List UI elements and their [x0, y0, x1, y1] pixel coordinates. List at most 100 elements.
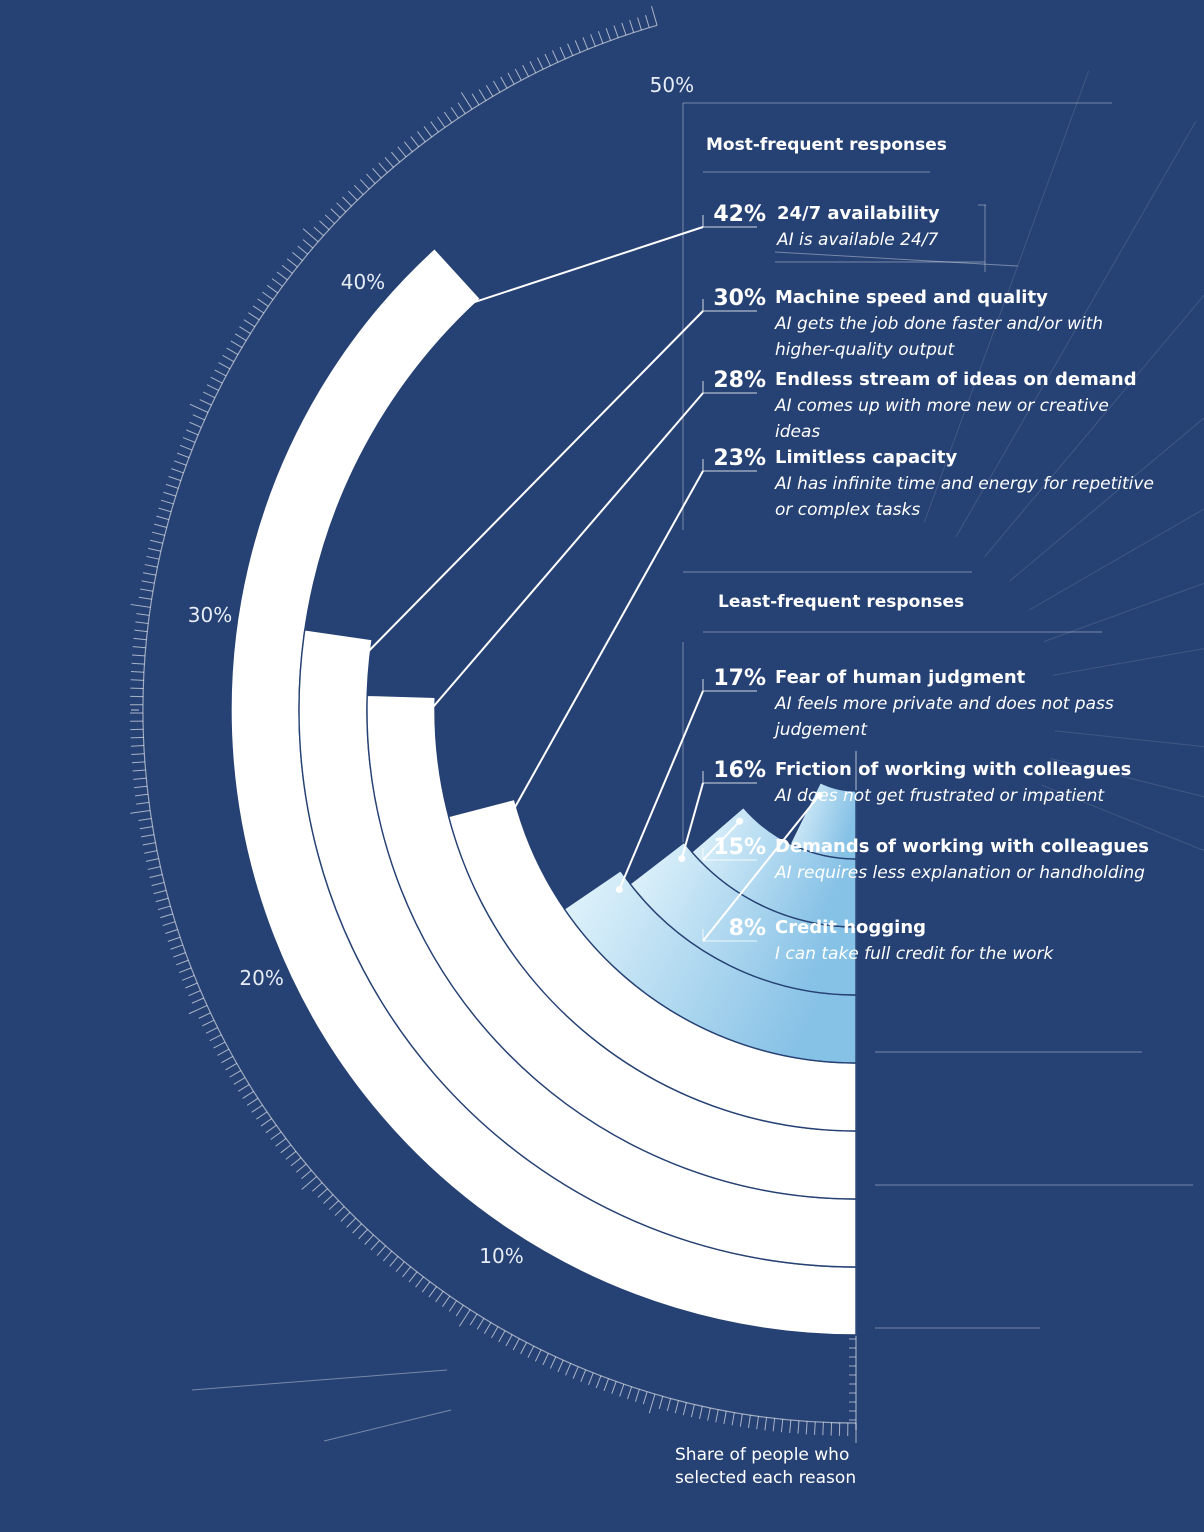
scale-tick [611, 1381, 617, 1394]
scale-tick [157, 905, 171, 911]
scale-tick [136, 613, 150, 616]
scale-tick [189, 421, 202, 428]
leader-bracket-6 [702, 771, 757, 784]
scale-tick [580, 1369, 587, 1383]
scale-tick [595, 1375, 602, 1389]
item-value: 17% [713, 666, 766, 691]
scale-tick [536, 57, 544, 70]
scale-tick [370, 1240, 380, 1251]
scale-tick [567, 43, 574, 56]
axis-tick-label: 50% [649, 72, 695, 97]
scale-tick [559, 46, 566, 60]
deco-line-12 [774, 251, 1019, 267]
scale-tick [500, 76, 508, 89]
scale-tick [544, 53, 551, 66]
scale-tick [353, 184, 364, 196]
scale-tick [346, 1217, 357, 1228]
scale-tick [233, 1077, 246, 1085]
scale-tick [340, 1211, 351, 1222]
scale-tick [505, 1334, 513, 1347]
scale-tick [257, 298, 269, 307]
leader-dot-4 [504, 816, 512, 824]
scale-tick [364, 1234, 374, 1245]
scale-tick [237, 1084, 250, 1092]
item-description: AI is available 24/7 [777, 230, 939, 250]
scale-tick [648, 1393, 656, 1414]
scale-tick [397, 146, 407, 158]
scale-tick [167, 936, 181, 942]
scale-tick [160, 499, 174, 505]
section-title-most: Most-frequent responses [706, 135, 947, 155]
leader-dot-5 [615, 885, 623, 893]
scale-tick [372, 168, 382, 179]
scale-tick [324, 214, 335, 225]
scale-tick [797, 1420, 800, 1434]
scale-tick [565, 1363, 572, 1376]
scale-tick [690, 1404, 695, 1418]
scale-tick [485, 84, 494, 97]
ray-2 [984, 294, 1204, 558]
scale-tick [780, 1419, 784, 1433]
item-title: Credit hogging [775, 917, 927, 938]
scale-tick [437, 116, 446, 128]
item-title: 24/7 availability [777, 203, 940, 224]
scale-tick [217, 1048, 230, 1056]
scale-tick [478, 89, 487, 101]
leader-bracket-2 [702, 299, 757, 312]
leader-4 [507, 470, 704, 821]
ray-4 [1028, 508, 1204, 611]
scale-tick [342, 196, 352, 207]
item-title: Demands of working with colleagues [775, 836, 1150, 857]
scale-tick [430, 121, 439, 133]
leader-lines [353, 215, 823, 942]
scale-tick [148, 547, 162, 552]
scale-tick [637, 17, 642, 31]
scale-tick [185, 982, 198, 989]
scale-tick [723, 1411, 727, 1424]
scale-tick [822, 1422, 824, 1436]
scale-tick [242, 1091, 254, 1099]
scale-tick [457, 102, 466, 114]
scale-tick [147, 866, 161, 870]
scale-tick [225, 1063, 238, 1071]
scale-tick [206, 384, 219, 391]
scale-tick [619, 1383, 625, 1397]
scale-tick [292, 251, 303, 261]
scale-tick [572, 1366, 579, 1379]
scale-tick [199, 399, 212, 406]
scale-tick [138, 818, 152, 822]
scale-tick [140, 588, 154, 592]
scale-tick [319, 220, 330, 231]
scale-tick [756, 1416, 759, 1430]
scale-tick [395, 1261, 405, 1273]
scale-tick [529, 61, 537, 74]
scale-tick [176, 959, 189, 966]
scale-tick [402, 1266, 412, 1278]
leader-bracket-1 [702, 215, 757, 228]
scale-tick [739, 1413, 743, 1427]
scale-tick [173, 460, 187, 466]
scale-tick [328, 1200, 339, 1210]
scale-tick [226, 347, 239, 355]
scale-tick [764, 1417, 768, 1431]
scale-tick [527, 1345, 535, 1358]
scale-tick [336, 202, 347, 213]
scale-tick [514, 68, 522, 81]
scale-tick [214, 369, 227, 377]
scale-tick [313, 226, 324, 237]
leader-6 [680, 782, 704, 859]
deco-line-10 [323, 1409, 452, 1442]
scale-tick [391, 151, 401, 163]
scale-tick [162, 921, 176, 927]
scale-tick [613, 25, 619, 38]
scale-tick [699, 1406, 703, 1420]
scale-tick [188, 1004, 208, 1015]
scale-tick [143, 572, 156, 576]
scale-tick [534, 1349, 542, 1362]
ray-8 [1049, 757, 1204, 798]
scale-tick [301, 1169, 312, 1180]
scale-tick [359, 179, 370, 190]
scale-tick [772, 1418, 776, 1432]
scale-tick [239, 326, 251, 334]
